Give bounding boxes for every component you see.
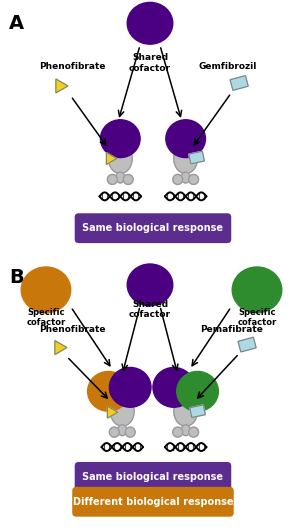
FancyBboxPatch shape — [75, 213, 231, 243]
Text: Specific
cofactor: Specific cofactor — [237, 308, 277, 328]
Ellipse shape — [174, 144, 198, 173]
Ellipse shape — [177, 372, 218, 411]
Text: Specific
cofactor: Specific cofactor — [26, 308, 66, 328]
Ellipse shape — [127, 264, 173, 306]
Bar — [190, 405, 206, 418]
Bar — [189, 151, 204, 164]
Ellipse shape — [110, 367, 151, 407]
Ellipse shape — [116, 172, 125, 183]
Text: Same biological response: Same biological response — [82, 472, 224, 482]
FancyBboxPatch shape — [72, 487, 234, 517]
Text: A: A — [9, 14, 24, 33]
Text: B: B — [9, 268, 24, 287]
Bar — [238, 337, 256, 352]
Polygon shape — [107, 407, 118, 418]
Ellipse shape — [181, 172, 190, 183]
Ellipse shape — [189, 174, 199, 184]
Ellipse shape — [110, 427, 119, 437]
Ellipse shape — [118, 425, 127, 436]
Ellipse shape — [100, 120, 140, 157]
Text: Phenofibrate: Phenofibrate — [40, 61, 106, 70]
Ellipse shape — [232, 267, 282, 313]
Ellipse shape — [174, 396, 198, 426]
Text: Different biological response: Different biological response — [73, 497, 233, 507]
Ellipse shape — [127, 2, 173, 44]
Text: Same biological response: Same biological response — [82, 223, 224, 233]
Text: Shared
cofactor: Shared cofactor — [129, 300, 171, 320]
Bar — [230, 76, 248, 90]
Ellipse shape — [21, 267, 71, 313]
Ellipse shape — [125, 427, 135, 437]
Ellipse shape — [88, 372, 129, 411]
Bar — [189, 151, 204, 164]
Bar — [230, 76, 248, 90]
Polygon shape — [55, 341, 67, 355]
Ellipse shape — [166, 120, 206, 157]
Ellipse shape — [153, 367, 195, 407]
Ellipse shape — [123, 174, 133, 184]
Ellipse shape — [173, 174, 183, 184]
FancyBboxPatch shape — [75, 462, 231, 492]
Ellipse shape — [173, 427, 183, 437]
Ellipse shape — [107, 174, 117, 184]
Ellipse shape — [189, 427, 199, 437]
Ellipse shape — [108, 144, 132, 173]
Bar — [190, 405, 206, 418]
Text: Shared
cofactor: Shared cofactor — [129, 54, 171, 73]
Polygon shape — [106, 153, 117, 164]
Bar — [238, 337, 256, 352]
Text: Gemfibrozil: Gemfibrozil — [198, 61, 256, 70]
Ellipse shape — [181, 425, 190, 436]
Text: Pemafibrate: Pemafibrate — [200, 325, 263, 334]
Text: Phenofibrate: Phenofibrate — [40, 325, 106, 334]
Ellipse shape — [110, 396, 134, 426]
Polygon shape — [56, 79, 68, 93]
